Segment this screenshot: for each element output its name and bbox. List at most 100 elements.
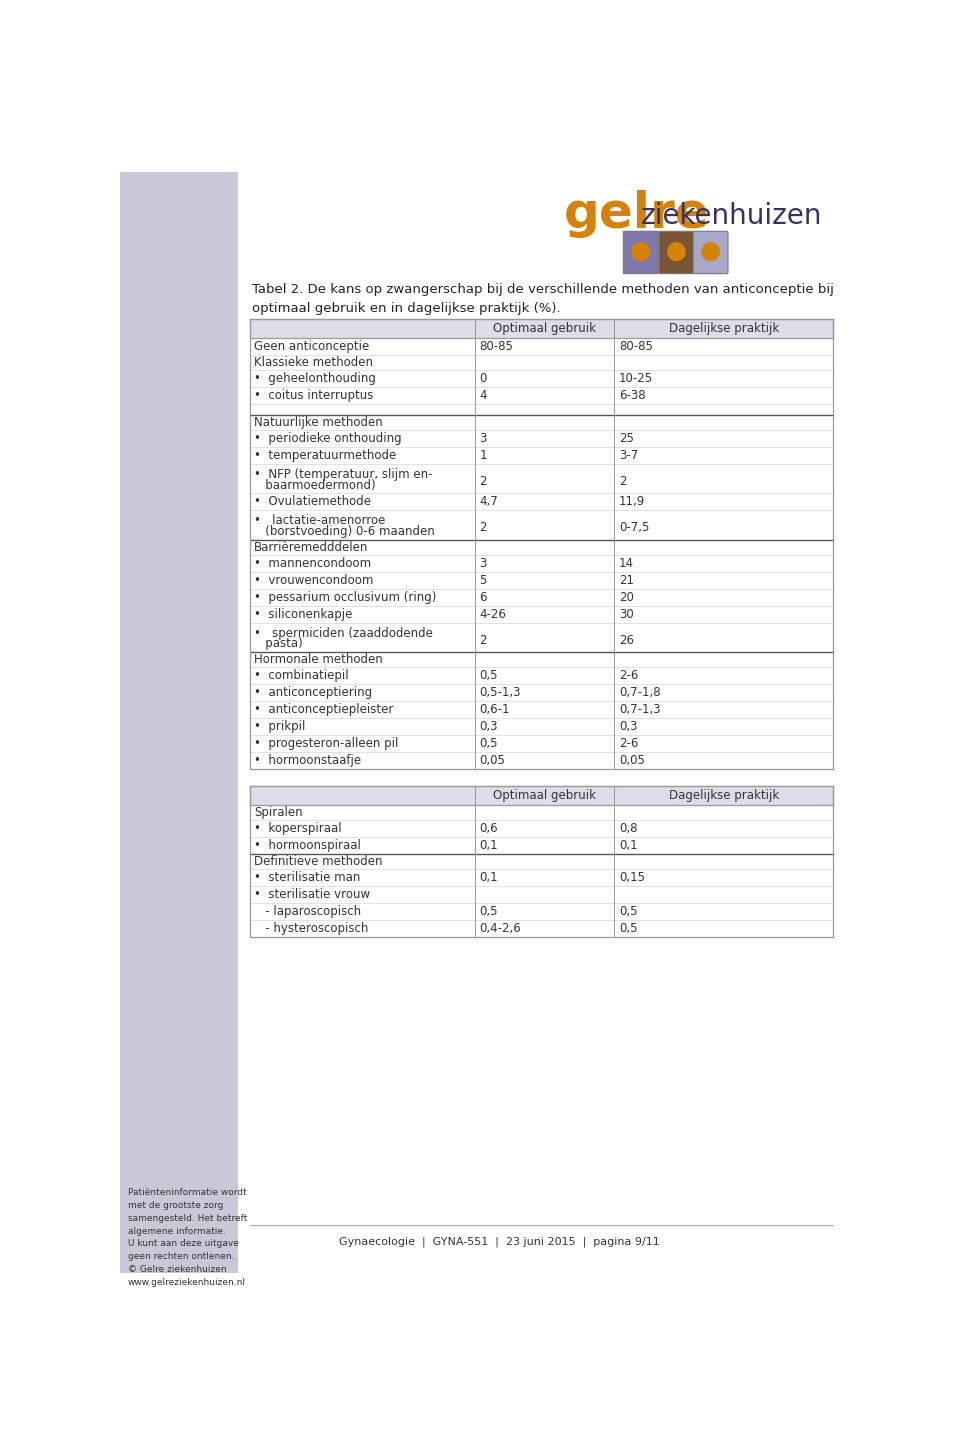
Text: 0,6: 0,6 xyxy=(480,822,498,835)
Text: 2: 2 xyxy=(480,633,487,646)
Text: 0,5: 0,5 xyxy=(619,922,637,935)
Text: 0,6-1: 0,6-1 xyxy=(480,704,510,716)
Text: 0,1: 0,1 xyxy=(480,839,498,852)
Text: 3: 3 xyxy=(480,558,487,571)
Text: •  temperatuurmethode: • temperatuurmethode xyxy=(254,449,396,462)
Text: •  anticonceptiering: • anticonceptiering xyxy=(254,686,372,699)
Text: •  sterilisatie vrouw: • sterilisatie vrouw xyxy=(254,888,371,901)
Text: Spiralen: Spiralen xyxy=(254,805,302,819)
Text: 0,15: 0,15 xyxy=(619,871,645,884)
Text: 0,7-1,3: 0,7-1,3 xyxy=(619,704,660,716)
Text: 3: 3 xyxy=(480,432,487,445)
Text: 3-7: 3-7 xyxy=(619,449,638,462)
Bar xyxy=(251,805,833,819)
FancyBboxPatch shape xyxy=(659,232,694,273)
Bar xyxy=(251,652,833,668)
Bar xyxy=(251,555,833,572)
Text: 80-85: 80-85 xyxy=(619,340,653,353)
Text: •  koperspiraal: • koperspiraal xyxy=(254,822,342,835)
Text: Barrièremedddelen: Barrièremedddelen xyxy=(254,541,369,553)
Text: - laparoscopisch: - laparoscopisch xyxy=(254,905,361,918)
Text: •  periodieke onthouding: • periodieke onthouding xyxy=(254,432,401,445)
Text: 20: 20 xyxy=(619,591,634,603)
Bar xyxy=(251,752,833,769)
Text: gelre: gelre xyxy=(564,190,708,237)
Text: 80-85: 80-85 xyxy=(480,340,514,353)
Text: •  coitus interruptus: • coitus interruptus xyxy=(254,389,373,402)
Text: Dagelijkse praktijk: Dagelijkse praktijk xyxy=(668,789,779,802)
Text: 0-7,5: 0-7,5 xyxy=(619,522,650,535)
Text: •   spermiciden (zaaddodende: • spermiciden (zaaddodende xyxy=(254,626,433,639)
Text: •  geheelonthouding: • geheelonthouding xyxy=(254,372,376,385)
Text: Klassieke methoden: Klassieke methoden xyxy=(254,356,373,369)
Bar xyxy=(251,319,833,337)
Text: 0,05: 0,05 xyxy=(619,754,645,766)
Bar xyxy=(251,448,833,465)
Bar xyxy=(251,572,833,589)
Bar xyxy=(251,668,833,685)
Text: •  hormoonspiraal: • hormoonspiraal xyxy=(254,839,361,852)
Bar xyxy=(251,539,833,555)
Text: •  combinatiepil: • combinatiepil xyxy=(254,669,348,682)
Text: 2: 2 xyxy=(480,475,487,488)
Text: - hysteroscopisch: - hysteroscopisch xyxy=(254,922,369,935)
Text: •  progesteron-alleen pil: • progesteron-alleen pil xyxy=(254,738,398,751)
Text: •  Ovulatiemethode: • Ovulatiemethode xyxy=(254,495,372,509)
Text: •  hormoonstaafje: • hormoonstaafje xyxy=(254,754,361,766)
Text: Patiënteninformatie wordt
met de grootste zorg
samengesteld. Het betreft
algemen: Patiënteninformatie wordt met de grootst… xyxy=(128,1188,247,1287)
Bar xyxy=(251,819,833,837)
Bar xyxy=(251,355,833,370)
Text: •  pessarium occlusivum (ring): • pessarium occlusivum (ring) xyxy=(254,591,437,603)
Text: baarmoedermond): baarmoedermond) xyxy=(254,479,375,492)
Bar xyxy=(251,919,833,937)
Text: •  anticonceptiepleister: • anticonceptiepleister xyxy=(254,704,394,716)
Text: •  NFP (temperatuur, slijm en-: • NFP (temperatuur, slijm en- xyxy=(254,468,433,480)
Text: Gynaecologie  |  GYNA-551  |  23 juni 2015  |  pagina 9/11: Gynaecologie | GYNA-551 | 23 juni 2015 |… xyxy=(340,1237,660,1247)
Text: 4-26: 4-26 xyxy=(480,608,507,621)
Bar xyxy=(251,623,833,652)
Text: 4: 4 xyxy=(480,389,487,402)
Bar xyxy=(251,415,833,430)
Bar xyxy=(251,465,833,493)
Text: 11,9: 11,9 xyxy=(619,495,645,509)
Text: •  sterilisatie man: • sterilisatie man xyxy=(254,871,360,884)
Bar xyxy=(251,370,833,388)
Text: pasta): pasta) xyxy=(254,638,302,651)
Text: 0,5: 0,5 xyxy=(480,669,498,682)
FancyBboxPatch shape xyxy=(693,232,728,273)
Text: 0,5-1,3: 0,5-1,3 xyxy=(480,686,521,699)
Bar xyxy=(251,854,833,869)
Text: 0,3: 0,3 xyxy=(619,721,637,734)
Bar xyxy=(251,904,833,919)
Text: (borstvoeding) 0-6 maanden: (borstvoeding) 0-6 maanden xyxy=(254,525,435,538)
Text: •  vrouwencondoom: • vrouwencondoom xyxy=(254,573,373,586)
Text: Natuurlijke methoden: Natuurlijke methoden xyxy=(254,416,383,429)
Text: Definitieve methoden: Definitieve methoden xyxy=(254,855,383,868)
Text: ziekenhuizen: ziekenhuizen xyxy=(641,202,823,230)
Text: Dagelijkse praktijk: Dagelijkse praktijk xyxy=(668,322,779,335)
Text: 6: 6 xyxy=(480,591,487,603)
Text: 1: 1 xyxy=(480,449,487,462)
Bar xyxy=(251,493,833,511)
Bar xyxy=(251,388,833,405)
Text: 10-25: 10-25 xyxy=(619,372,653,385)
Text: 6-38: 6-38 xyxy=(619,389,646,402)
Text: •  prikpil: • prikpil xyxy=(254,721,305,734)
Bar xyxy=(251,887,833,904)
Text: Optimaal gebruik: Optimaal gebruik xyxy=(493,322,596,335)
Ellipse shape xyxy=(667,242,685,262)
Text: 0,3: 0,3 xyxy=(480,721,498,734)
Text: 25: 25 xyxy=(619,432,634,445)
Text: •  siliconenkapje: • siliconenkapje xyxy=(254,608,352,621)
Text: 0,5: 0,5 xyxy=(619,905,637,918)
Text: 0,7-1,8: 0,7-1,8 xyxy=(619,686,660,699)
Bar xyxy=(251,718,833,735)
Text: 0,8: 0,8 xyxy=(619,822,637,835)
Text: 2: 2 xyxy=(619,475,627,488)
FancyBboxPatch shape xyxy=(623,232,659,273)
Bar xyxy=(251,430,833,448)
Bar xyxy=(251,589,833,606)
Bar xyxy=(251,685,833,701)
Text: 30: 30 xyxy=(619,608,634,621)
Ellipse shape xyxy=(701,242,720,262)
